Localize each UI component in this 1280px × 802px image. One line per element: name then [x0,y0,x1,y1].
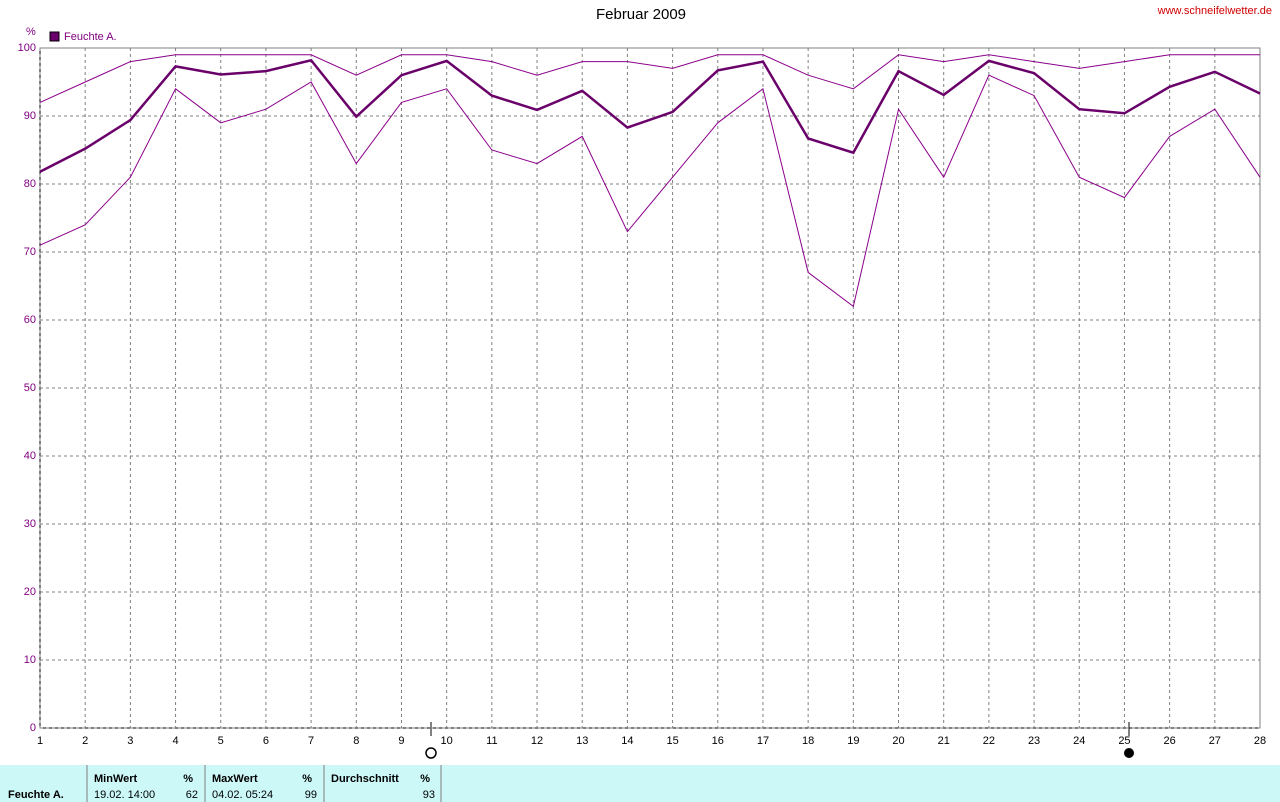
y-tick-label: 90 [24,110,36,122]
summary-time: 19.02. 14:00 [94,789,155,801]
x-tick-label: 23 [1028,735,1040,747]
x-tick-label: 15 [666,735,678,747]
x-tick-label: 11 [486,735,497,747]
x-tick-label: 7 [308,735,314,747]
summary-label: Durchschnitt [331,773,399,785]
x-tick-label: 12 [531,735,543,747]
y-tick-label: 70 [24,246,36,258]
summary-label: MinWert [94,773,138,785]
x-tick-label: 9 [398,735,404,747]
x-tick-label: 3 [127,735,133,747]
full-moon [425,747,437,759]
x-tick-label: 24 [1073,735,1085,747]
y-axis-label: % [26,26,36,38]
x-tick-label: 1 [37,735,43,747]
x-tick-label: 17 [757,735,769,747]
x-tick-label: 5 [218,735,224,747]
x-tick-label: 16 [712,735,724,747]
x-tick-label: 6 [263,735,269,747]
x-tick-label: 20 [892,735,904,747]
x-tick-label: 8 [353,735,359,747]
summary-unit: % [183,773,193,785]
x-tick-label: 2 [82,735,88,747]
y-tick-label: 80 [24,178,36,190]
summary-dividers [86,765,442,802]
x-tick-label: 13 [576,735,588,747]
new-moon [1124,748,1134,758]
summary-label: MaxWert [212,773,258,785]
y-tick-label: 10 [24,654,36,666]
x-tick-label: 26 [1164,735,1176,747]
legend-label: Feuchte A. [64,31,117,43]
summary-value: 99 [305,789,317,801]
source: www.schneifelwetter.de [1157,5,1272,17]
series-line [39,58,1261,173]
x-tick-label: 19 [847,735,859,747]
summary-row-label: Feuchte A. [8,789,64,801]
x-tick-label: 4 [172,735,178,747]
y-tick-label: 100 [18,42,36,54]
summary-background [0,765,1280,802]
y-tick-label: 30 [24,518,36,530]
x-tick-label: 10 [441,735,453,747]
legend-swatch [49,31,60,42]
y-tick-label: 50 [24,382,36,394]
series-line [39,74,1261,308]
y-tick-label: 20 [24,586,36,598]
summary-unit: % [420,773,430,785]
x-tick-label: 14 [621,735,633,747]
x-tick-label: 18 [802,735,814,747]
y-tick-label: 0 [30,722,36,734]
x-tick-label: 25 [1118,735,1130,747]
summary-value: 93 [423,789,435,801]
x-tick-label: 21 [938,735,950,747]
y-tick-label: 40 [24,450,36,462]
series-line [39,54,1260,103]
x-tick-label: 28 [1254,735,1266,747]
summary-unit: % [302,773,312,785]
summary-value: 62 [186,789,198,801]
x-tick-label: 27 [1209,735,1221,747]
x-tick-label: 22 [983,735,995,747]
chart-title: Februar 2009 [596,6,686,23]
summary-time: 04.02. 05:24 [212,789,273,801]
y-tick-label: 60 [24,314,36,326]
